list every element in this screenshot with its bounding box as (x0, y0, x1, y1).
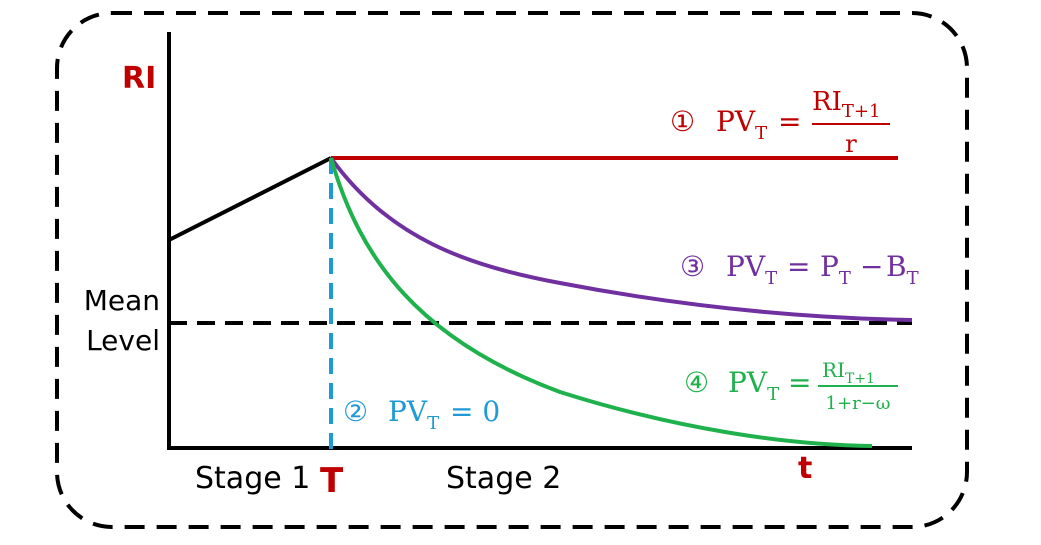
formula-2: ② PVT = 0 (343, 395, 500, 434)
formula-1-number: ① (670, 105, 695, 138)
t-marker-label: T (320, 461, 344, 501)
formula-4-denominator: 1+r−ω (826, 393, 891, 414)
stage2-label: Stage 2 (446, 461, 561, 496)
formula-1-numerator: RIT+1 (812, 87, 880, 122)
formula-4-numerator: RIT+1 (822, 358, 875, 387)
stage1-line (168, 156, 332, 242)
formula-4-number: ④ (684, 366, 709, 399)
formula-2-lhs: PVT (388, 395, 439, 434)
formula-1-lhs: PVT (716, 105, 767, 144)
formula-2-number: ② (343, 395, 368, 428)
formula-4-lhs: PVT (728, 366, 779, 405)
formula-1-denominator: r (845, 130, 857, 158)
formula-3-number: ③ (680, 250, 705, 283)
formula-3-lhs: PVT (726, 250, 777, 289)
dashed-border (55, 11, 969, 529)
x-axis-label: t (798, 451, 812, 486)
curve-3-purple (329, 156, 913, 322)
formula-1: ① PVT = RIT+1 r (670, 87, 890, 158)
formula-2-rhs: = 0 (450, 395, 500, 428)
formula-3-equals: = (787, 250, 810, 283)
formula-4-equals: = (788, 366, 811, 399)
formula-3: ③ PVT = PT − BT (680, 250, 919, 289)
formula-3-minus: − (860, 250, 883, 283)
y-axis-label: RI (122, 61, 156, 96)
formula-3-b: BT (886, 250, 919, 289)
mean-label-line1: Mean (84, 284, 160, 317)
formula-1-equals: = (778, 105, 801, 138)
mean-label-line2: Level (86, 324, 160, 357)
stage1-label: Stage 1 (195, 461, 310, 496)
formula-4: ④ PVT = RIT+1 1+r−ω (684, 358, 898, 414)
formula-3-p: PT (820, 250, 851, 289)
curve-4-green (329, 157, 873, 448)
